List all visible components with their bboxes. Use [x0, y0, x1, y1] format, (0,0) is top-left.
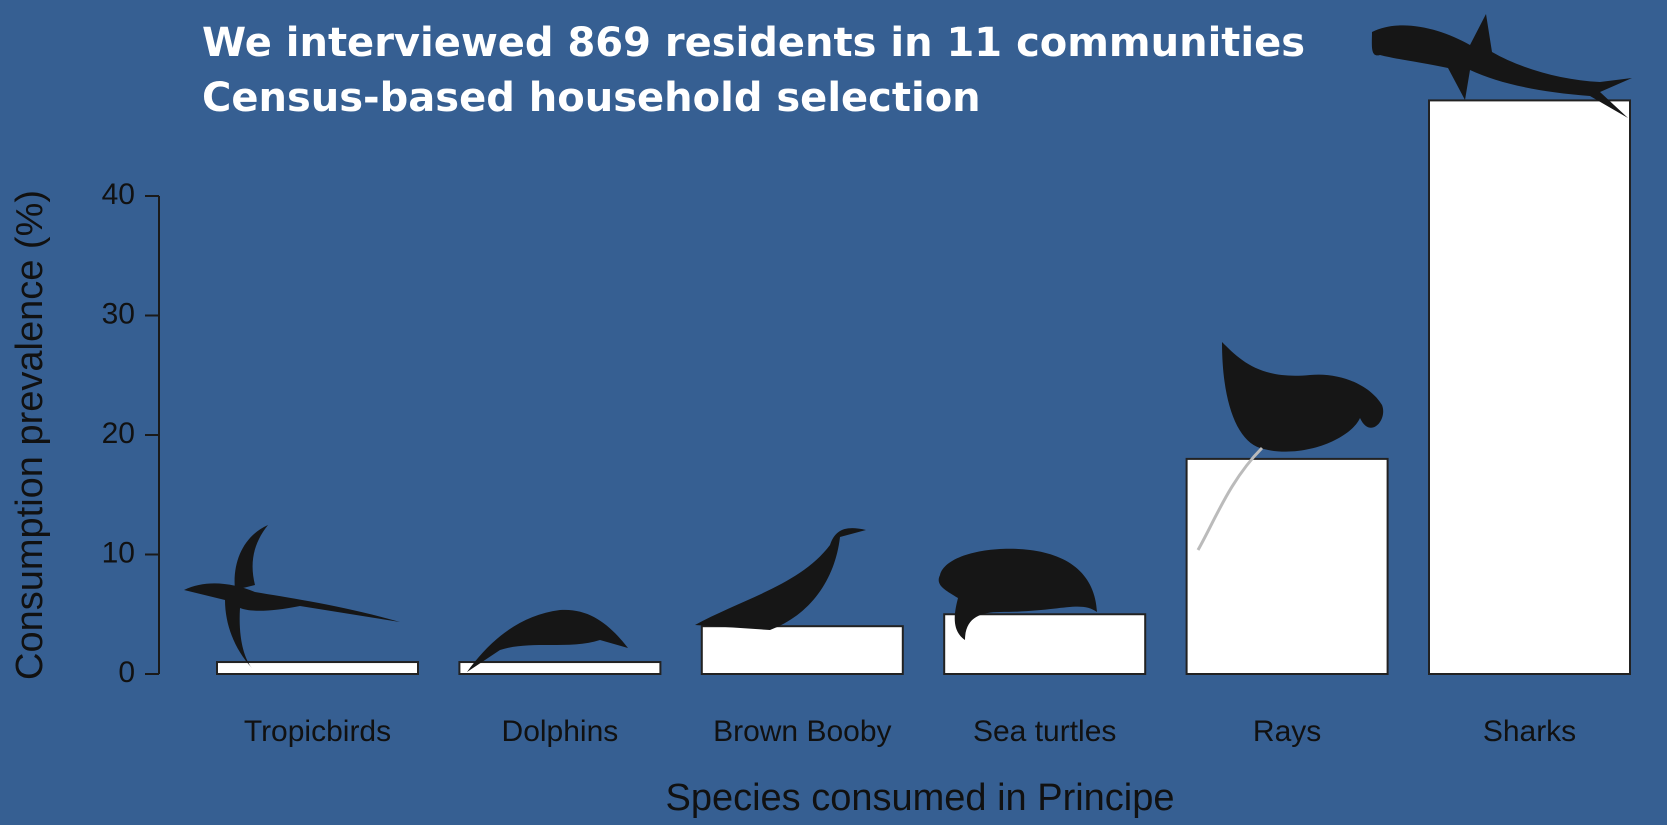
- x-tick-label: Brown Booby: [713, 715, 891, 748]
- y-tick-label: 0: [118, 656, 135, 689]
- y-tick-label: 40: [102, 178, 135, 211]
- turtle-silhouette: [938, 548, 1097, 640]
- dolphin-silhouette: [467, 609, 628, 672]
- shark-silhouette: [1371, 14, 1632, 118]
- booby-silhouette: [695, 528, 866, 630]
- tropicbird-silhouette: [184, 525, 400, 668]
- ray-tail: [1196, 446, 1264, 551]
- bar: [458, 661, 662, 675]
- chart-subtitle: Census-based household selection: [202, 75, 981, 121]
- bar: [1185, 457, 1389, 675]
- x-axis-label: Species consumed in Principe: [665, 777, 1174, 819]
- bar: [943, 613, 1147, 675]
- bar: [700, 625, 904, 676]
- x-tick-label: Rays: [1253, 715, 1321, 748]
- y-tick-label: 20: [102, 417, 135, 450]
- chart-title: We interviewed 869 residents in 11 commu…: [202, 20, 1305, 66]
- y-tick-label: 10: [102, 536, 135, 569]
- x-tick-label: Tropicbirds: [244, 715, 391, 748]
- y-tick-label: 30: [102, 297, 135, 330]
- bar: [1428, 99, 1631, 675]
- ray-silhouette: [1222, 342, 1384, 452]
- x-tick-label: Dolphins: [502, 715, 619, 748]
- bar: [216, 661, 419, 675]
- x-tick-label: Sharks: [1483, 715, 1576, 748]
- y-axis-label: Consumption prevalence (%): [9, 190, 51, 680]
- silhouettes: [184, 14, 1632, 672]
- x-tick-label: Sea turtles: [973, 715, 1116, 748]
